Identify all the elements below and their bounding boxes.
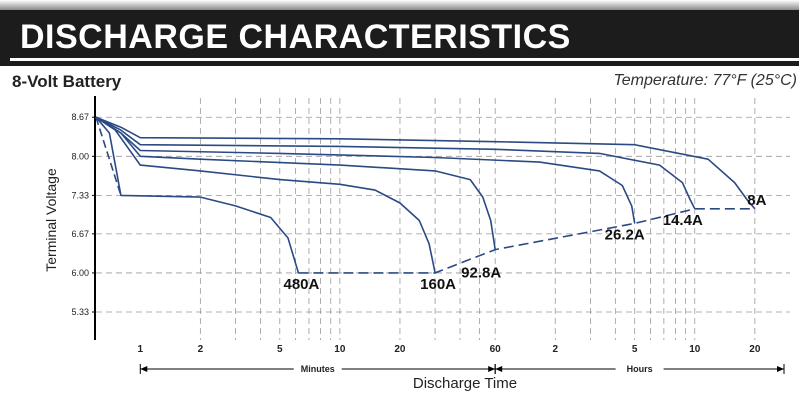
y-tick-label: 6.67: [71, 229, 89, 239]
x-tick-label: 60: [490, 344, 502, 355]
initial-dashed-segment: [95, 116, 122, 196]
series-line-480A: [95, 116, 300, 274]
series-label: 92.8A: [461, 265, 501, 282]
range-arrow: [495, 366, 503, 372]
range-arrow: [140, 366, 148, 372]
range-arrow: [488, 366, 496, 372]
header-band: [0, 10, 799, 66]
series-labels: 480A 160A 92.8A 26.2A 14.4A 8A: [284, 192, 767, 293]
series-label: 8A: [747, 192, 766, 209]
series-line-14-4A: [95, 116, 696, 210]
page-title: DISCHARGE CHARACTERISTICS: [20, 18, 571, 56]
y-tick-label: 8.67: [71, 112, 89, 122]
y-axis-label: Terminal Voltage: [43, 168, 59, 272]
series-line-160A: [95, 116, 436, 274]
y-tick-label: 8.00: [71, 151, 89, 161]
x-tick-label: 5: [277, 344, 283, 355]
range-label: Hours: [627, 364, 653, 374]
x-tick-label: 2: [552, 344, 558, 355]
x-tick-label: 20: [394, 344, 406, 355]
x-axis-label: Discharge Time: [413, 375, 517, 392]
x-ticks: 1 2 5 10 20 60 2 5 10 20: [137, 344, 760, 355]
series-lines: [95, 116, 756, 274]
x-range-brackets: Minutes Hours: [139, 364, 785, 374]
endpoint-dashed-curve: [298, 208, 755, 274]
range-arrow: [777, 366, 784, 372]
header-fade: [0, 0, 799, 10]
series-line-92-8A: [95, 116, 496, 250]
x-tick-label: 2: [198, 344, 204, 355]
x-tick-label: 1: [137, 344, 143, 355]
series-label: 480A: [284, 276, 320, 293]
y-ticks: 8.67 8.00 7.33 6.67 6.00 5.33: [71, 112, 96, 317]
series-label: 14.4A: [663, 212, 703, 229]
series-label: 160A: [420, 276, 456, 293]
temperature-note: Temperature: 77°F (25°C): [613, 72, 797, 89]
y-tick-label: 7.33: [71, 190, 89, 200]
series-label: 26.2A: [605, 226, 645, 243]
endpoint-curve: [95, 116, 755, 274]
series-line-26-2A: [95, 116, 636, 224]
y-tick-label: 6.00: [71, 268, 89, 278]
header-underline: [10, 58, 799, 61]
series-line-8A: [95, 116, 756, 210]
y-tick-label: 5.33: [71, 307, 89, 317]
x-tick-label: 10: [334, 344, 346, 355]
x-tick-label: 5: [632, 344, 638, 355]
chart-subtitle: 8-Volt Battery: [12, 72, 122, 91]
x-tick-label: 10: [689, 344, 701, 355]
range-label: Minutes: [301, 364, 335, 374]
x-tick-label: 20: [749, 344, 761, 355]
